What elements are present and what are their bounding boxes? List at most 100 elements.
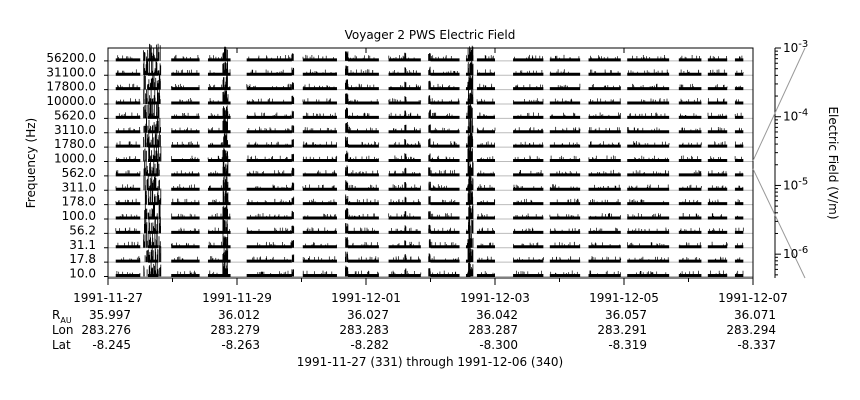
data-noise [516, 270, 542, 275]
data-noise [588, 155, 616, 160]
burst-spikes [143, 101, 160, 119]
ephemeris-table: RAU 35.997 36.012 36.027 36.042 36.057 36.071 L… [52, 308, 776, 352]
burst-spikes [143, 261, 162, 277]
burst-spikes [222, 175, 229, 191]
data-noise [629, 199, 665, 203]
data-noise [348, 141, 380, 146]
plot-data [115, 43, 744, 277]
data-noise [591, 169, 620, 174]
data-noise [115, 170, 141, 174]
data-noise [350, 69, 374, 74]
burst-spikes [144, 187, 162, 205]
data-noise [682, 213, 699, 217]
data-noise [430, 169, 455, 174]
data-noise [714, 84, 728, 88]
x-tick-label: 1991-12-05 [589, 291, 659, 305]
burst-spikes [222, 61, 229, 76]
y-axis-title: Frequency (Hz) [24, 118, 38, 209]
data-noise [478, 256, 492, 261]
data-noise [246, 83, 292, 88]
burst-spikes [428, 167, 431, 176]
data-noise [476, 98, 494, 102]
data-noise [302, 256, 336, 261]
data-noise [557, 83, 581, 88]
data-noise [306, 69, 337, 74]
y-tick-label: 31100.0 [46, 65, 96, 79]
burst-spikes [467, 60, 474, 76]
data-noise [711, 213, 722, 217]
data-noise [681, 155, 698, 160]
data-noise [153, 228, 157, 232]
data-noise [708, 198, 719, 203]
burst-spikes [345, 265, 349, 277]
burst-spikes [404, 124, 407, 133]
data-noise [348, 55, 375, 59]
burst-spikes [467, 117, 474, 133]
burst-spikes [428, 109, 431, 119]
data-noise [590, 55, 618, 59]
burst-spikes [291, 125, 295, 133]
y-tick-label: 178.0 [62, 195, 96, 209]
data-noise [433, 141, 457, 146]
burst-spikes [428, 66, 431, 76]
colorbar-connector [752, 168, 806, 279]
burst-spikes [467, 160, 474, 176]
data-noise [738, 185, 744, 189]
burst-spikes [428, 253, 431, 263]
data-noise [478, 184, 493, 189]
data-noise [513, 184, 542, 189]
colorbar-tick-label: 10-3 [783, 39, 808, 55]
data-noise [349, 213, 375, 217]
y-tick-label: 1000.0 [54, 152, 96, 166]
data-noise [629, 112, 666, 117]
ephemeris-value: 36.071 [734, 308, 776, 322]
data-noise [515, 84, 544, 88]
data-noise [628, 184, 669, 189]
data-noise [711, 185, 727, 189]
data-noise [394, 155, 415, 160]
data-noise [549, 213, 579, 217]
burst-spikes [404, 81, 407, 90]
data-noise [477, 69, 495, 74]
data-noise [735, 227, 744, 232]
data-noise [174, 170, 199, 174]
data-noise [556, 198, 579, 203]
data-noise [393, 256, 420, 261]
data-noise [591, 242, 621, 246]
data-noise [115, 184, 134, 189]
data-noise [590, 98, 621, 102]
data-noise [627, 213, 661, 217]
burst-spikes [428, 196, 431, 205]
ephemeris-value: -8.337 [737, 338, 776, 352]
ephemeris-value: 283.294 [726, 323, 776, 337]
y-tick-label: 56200.0 [46, 51, 96, 65]
burst-spikes [467, 247, 474, 263]
data-noise [680, 270, 699, 275]
burst-spikes [143, 231, 161, 248]
data-noise [305, 242, 337, 246]
data-noise [632, 83, 665, 88]
data-noise [174, 256, 198, 261]
data-noise [515, 213, 543, 217]
data-noise [734, 112, 742, 117]
data-noise [708, 98, 725, 102]
data-noise [590, 141, 620, 146]
data-noise [550, 270, 578, 275]
burst-spikes [291, 67, 295, 76]
data-noise [680, 55, 700, 59]
data-noise [303, 83, 335, 88]
data-noise [514, 54, 543, 59]
ephemeris-value: -8.300 [479, 338, 518, 352]
y-tick-label: 3110.0 [54, 123, 96, 137]
data-noise [431, 98, 460, 102]
burst-spikes [345, 223, 349, 234]
data-noise [680, 69, 700, 74]
data-noise [477, 213, 495, 217]
data-noise [393, 127, 421, 131]
data-noise [257, 270, 289, 275]
y-tick-label: 100.0 [62, 209, 96, 223]
data-noise [178, 227, 200, 232]
data-noise [347, 98, 378, 102]
data-noise [171, 127, 197, 131]
